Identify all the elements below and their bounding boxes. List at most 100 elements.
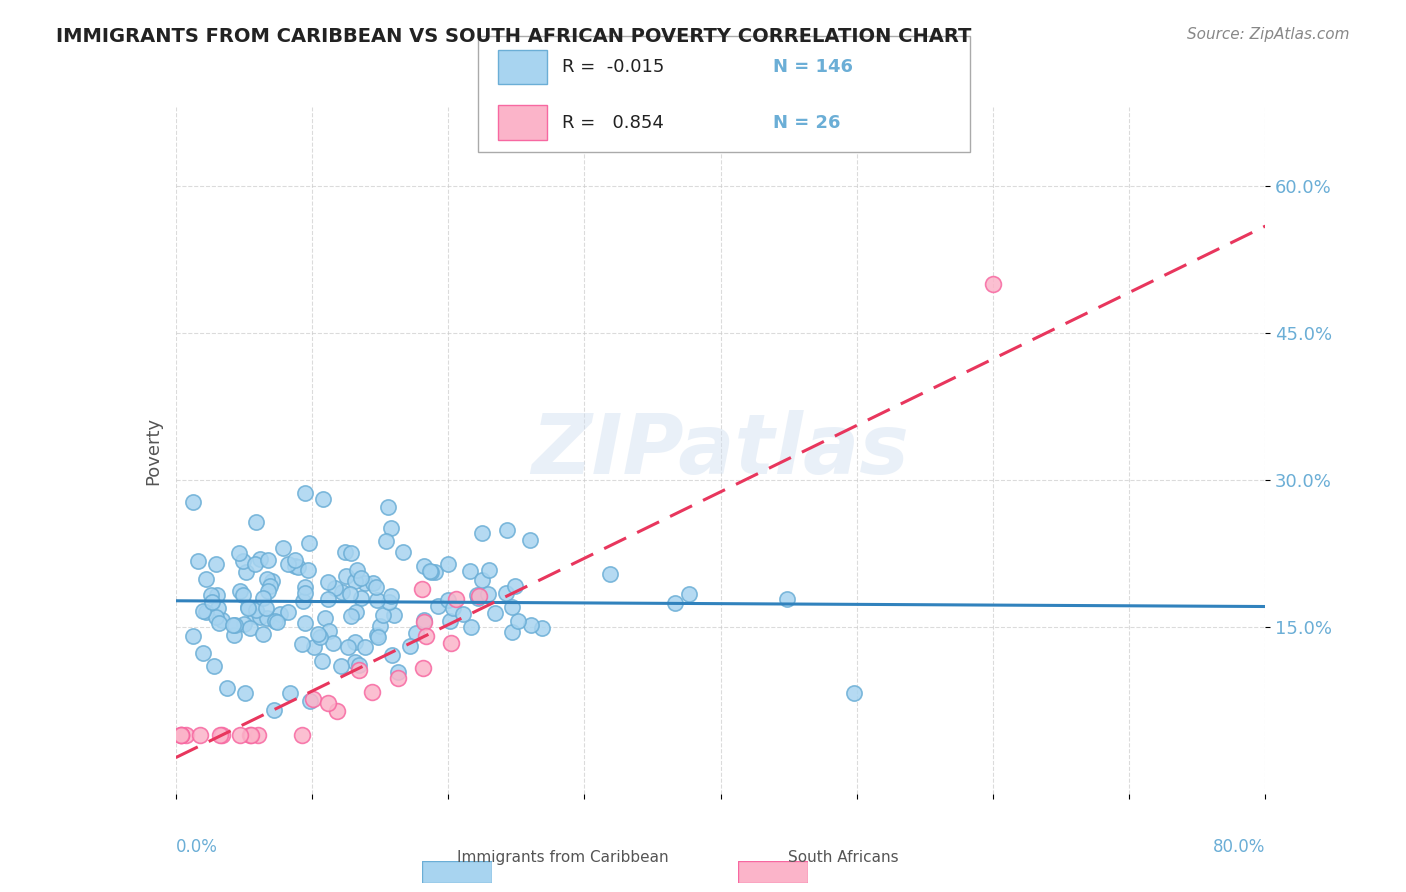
Point bbox=[326, 704, 349, 718]
Point bbox=[374, 533, 396, 548]
Text: 0.0%: 0.0% bbox=[176, 838, 218, 856]
Point bbox=[412, 661, 434, 675]
FancyBboxPatch shape bbox=[738, 861, 808, 883]
Point bbox=[468, 589, 491, 603]
Point bbox=[291, 637, 314, 651]
Point bbox=[311, 654, 333, 668]
Point bbox=[367, 631, 389, 645]
Text: South Africans: South Africans bbox=[789, 850, 898, 865]
Point bbox=[188, 728, 211, 742]
Point bbox=[387, 672, 409, 686]
Point bbox=[377, 500, 399, 515]
Point bbox=[194, 572, 217, 586]
Point bbox=[501, 600, 523, 615]
Text: R =   0.854: R = 0.854 bbox=[562, 113, 664, 132]
FancyBboxPatch shape bbox=[498, 105, 547, 140]
Point bbox=[208, 728, 231, 742]
Point bbox=[174, 728, 197, 742]
Point bbox=[495, 585, 517, 599]
Point bbox=[318, 624, 340, 638]
Text: ZIPatlas: ZIPatlas bbox=[531, 410, 910, 491]
Point bbox=[477, 563, 499, 577]
Point bbox=[368, 619, 391, 633]
Point bbox=[235, 565, 257, 579]
Text: IMMIGRANTS FROM CARIBBEAN VS SOUTH AFRICAN POVERTY CORRELATION CHART: IMMIGRANTS FROM CARIBBEAN VS SOUTH AFRIC… bbox=[56, 27, 972, 45]
Point bbox=[183, 629, 205, 643]
Point bbox=[257, 584, 280, 599]
Point bbox=[387, 665, 409, 680]
Point bbox=[252, 627, 274, 641]
Point bbox=[278, 686, 301, 700]
Point bbox=[245, 609, 267, 624]
Point bbox=[441, 601, 464, 615]
Point bbox=[380, 521, 402, 535]
Point bbox=[981, 277, 1004, 291]
Point bbox=[340, 546, 363, 560]
Point bbox=[302, 640, 325, 654]
Point bbox=[287, 560, 309, 574]
Point bbox=[419, 565, 441, 579]
Point bbox=[277, 605, 299, 619]
Point bbox=[503, 579, 526, 593]
Point bbox=[243, 557, 266, 571]
Point bbox=[236, 599, 259, 614]
Point bbox=[350, 591, 373, 606]
Point bbox=[519, 533, 541, 548]
Point bbox=[349, 657, 371, 672]
Point bbox=[257, 552, 280, 566]
Point bbox=[360, 685, 382, 699]
Point bbox=[245, 515, 267, 529]
Point bbox=[339, 587, 361, 601]
Point bbox=[249, 551, 271, 566]
Point bbox=[343, 574, 366, 589]
Point bbox=[260, 574, 283, 589]
Point bbox=[333, 545, 356, 559]
Point bbox=[222, 617, 245, 632]
Point bbox=[191, 604, 214, 618]
Point bbox=[415, 629, 437, 643]
Point bbox=[284, 558, 307, 573]
Point bbox=[284, 553, 307, 567]
Point bbox=[239, 728, 262, 742]
Point bbox=[412, 615, 434, 629]
Point bbox=[233, 686, 256, 700]
Point bbox=[294, 486, 316, 500]
Point bbox=[170, 728, 193, 742]
Point bbox=[224, 618, 246, 632]
Point bbox=[366, 628, 388, 642]
Point bbox=[412, 613, 434, 627]
Point bbox=[599, 567, 621, 582]
Point bbox=[297, 563, 319, 577]
Point bbox=[458, 564, 481, 578]
Point bbox=[256, 572, 278, 586]
Point bbox=[195, 605, 218, 619]
Point bbox=[471, 526, 494, 541]
Point bbox=[245, 603, 267, 617]
Text: N = 26: N = 26 bbox=[773, 113, 841, 132]
Point bbox=[419, 566, 441, 580]
Point bbox=[211, 728, 233, 742]
Point bbox=[343, 635, 366, 649]
Point bbox=[232, 588, 254, 602]
Point bbox=[484, 606, 506, 620]
Y-axis label: Poverty: Poverty bbox=[143, 417, 162, 484]
Point bbox=[263, 614, 285, 628]
Point bbox=[350, 571, 373, 585]
Point bbox=[252, 591, 274, 605]
Point bbox=[378, 595, 401, 609]
Point bbox=[446, 591, 468, 606]
Point bbox=[344, 656, 367, 670]
Point bbox=[170, 728, 193, 742]
Point bbox=[501, 625, 523, 640]
Point bbox=[411, 582, 433, 597]
Point bbox=[301, 691, 323, 706]
Point bbox=[263, 703, 285, 717]
Point bbox=[294, 616, 316, 631]
Point bbox=[228, 546, 250, 560]
Point bbox=[380, 589, 402, 603]
Point bbox=[256, 611, 278, 625]
Point bbox=[337, 640, 360, 655]
FancyBboxPatch shape bbox=[422, 861, 492, 883]
Point bbox=[344, 606, 367, 620]
Text: N = 146: N = 146 bbox=[773, 58, 853, 76]
